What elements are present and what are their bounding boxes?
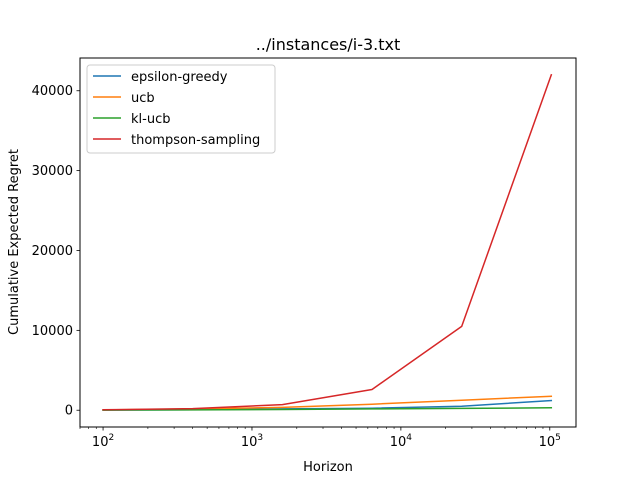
y-tick-label: 20000 bbox=[32, 244, 73, 259]
x-axis-ticks: 102 103 104 105 bbox=[79, 427, 561, 450]
legend-label-kl-ucb: kl-ucb bbox=[131, 112, 170, 127]
series-layer bbox=[102, 73, 553, 411]
legend-label-thompson-sampling: thompson-sampling bbox=[131, 133, 260, 148]
x-axis-label: Horizon bbox=[303, 460, 353, 475]
legend-label-ucb: ucb bbox=[131, 91, 155, 106]
x-tick-label: 105 bbox=[539, 433, 561, 450]
plot-frame bbox=[79, 57, 577, 428]
x-tick-label: 103 bbox=[241, 433, 263, 450]
legend-box bbox=[86, 64, 276, 154]
y-tick-label: 10000 bbox=[32, 324, 73, 339]
y-tick-label: 30000 bbox=[32, 164, 73, 179]
series-line-kl-ucb bbox=[102, 407, 553, 411]
y-tick-label: 40000 bbox=[32, 84, 73, 99]
x-tick-label: 104 bbox=[390, 433, 413, 450]
legend: epsilon-greedy ucb kl-ucb thompson-sampling bbox=[86, 64, 276, 154]
series-line-thompson-sampling bbox=[102, 73, 553, 411]
chart-title: ../instances/i-3.txt bbox=[256, 35, 401, 54]
legend-label-epsilon-greedy: epsilon-greedy bbox=[131, 70, 228, 85]
x-tick-label: 102 bbox=[92, 433, 114, 450]
y-axis-ticks: 0 10000 20000 30000 40000 bbox=[32, 84, 80, 419]
y-tick-label: 0 bbox=[65, 404, 73, 419]
y-axis-label: Cumulative Expected Regret bbox=[7, 149, 22, 335]
